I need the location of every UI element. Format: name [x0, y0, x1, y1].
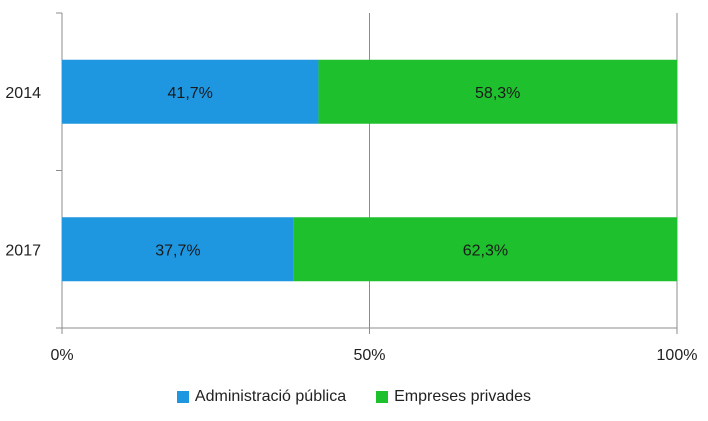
legend-item: Empreses privades	[376, 388, 531, 406]
bar-segment	[62, 217, 294, 282]
legend-swatch	[376, 391, 389, 403]
bar-segment	[62, 59, 319, 124]
legend-label: Empreses privades	[394, 388, 532, 405]
data-label: 41,7%	[168, 85, 213, 102]
data-label: 62,3%	[463, 242, 508, 259]
bar-segment	[318, 59, 677, 124]
bar-segment	[293, 217, 677, 282]
legend-swatch	[176, 391, 189, 403]
data-label: 58,3%	[475, 85, 520, 102]
x-tick-label: 100%	[657, 347, 698, 364]
tick-labels: 0% 50% 100% 2014 2017	[5, 85, 697, 364]
x-tick-label: 0%	[50, 347, 73, 364]
legend-item: Administració pública	[176, 388, 347, 406]
legend: Administració pública Empreses privades	[0, 388, 708, 406]
y-tick-label: 2014	[5, 85, 41, 102]
y-tick-label: 2017	[5, 242, 41, 259]
bars: 41,7% 58,3% 37,7% 62,3%	[62, 59, 677, 282]
data-label: 37,7%	[155, 242, 200, 259]
x-tick-label: 50%	[353, 347, 385, 364]
legend-label: Administració pública	[194, 388, 347, 405]
